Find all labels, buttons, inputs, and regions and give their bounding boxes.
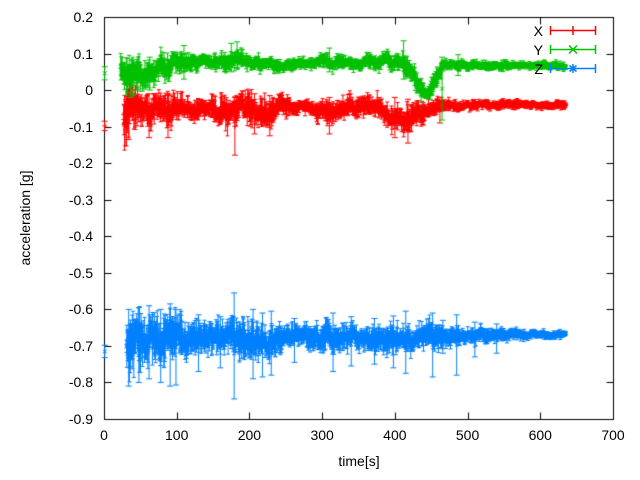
x-axis-title: time[s] (338, 453, 380, 469)
y-tick-label: -0.7 (68, 337, 93, 354)
y-tick-label: -0.8 (68, 374, 93, 391)
legend-entry-z: Z (534, 59, 597, 78)
y-tick-label: -0.1 (68, 118, 93, 135)
y-tick-label: -0.6 (68, 301, 93, 318)
x-tick-label: 700 (601, 427, 625, 443)
legend-label-z: Z (534, 60, 543, 77)
x-tick-label: 100 (165, 427, 189, 443)
x-tick-label: 0 (100, 427, 108, 443)
x-series-errorbar-sample-icon (549, 26, 597, 35)
x-tick-label: 400 (383, 427, 407, 443)
y-tick-label: -0.5 (68, 264, 93, 281)
cross-marker-icon (568, 44, 578, 55)
y-tick-label: -0.3 (68, 191, 93, 208)
x-tick-label: 500 (455, 427, 480, 443)
y-tick-label: 0.2 (73, 9, 93, 25)
y-tick-label: -0.2 (68, 155, 93, 172)
y-tick-label: 0.1 (73, 45, 93, 62)
legend-label-x: X (533, 22, 543, 39)
y-tick-label: 0 (85, 82, 93, 99)
y-series-errorbar-sample-icon (549, 44, 597, 55)
z-series-errorbar-sample-icon (549, 64, 597, 73)
x-tick-label: 300 (310, 427, 334, 443)
legend-entry-y: Y (534, 40, 597, 59)
y-tick-label: -0.4 (68, 228, 93, 245)
y-axis-title: acceleration [g] (17, 170, 33, 266)
x-tick-label: 200 (237, 427, 262, 443)
asterisk-marker-icon (569, 64, 577, 73)
legend: X Y Z (534, 21, 597, 78)
x-tick-label: 600 (528, 427, 552, 443)
legend-entry-x: X (534, 21, 597, 40)
legend-label-y: Y (533, 41, 543, 58)
y-tick-label: -0.9 (68, 411, 93, 427)
